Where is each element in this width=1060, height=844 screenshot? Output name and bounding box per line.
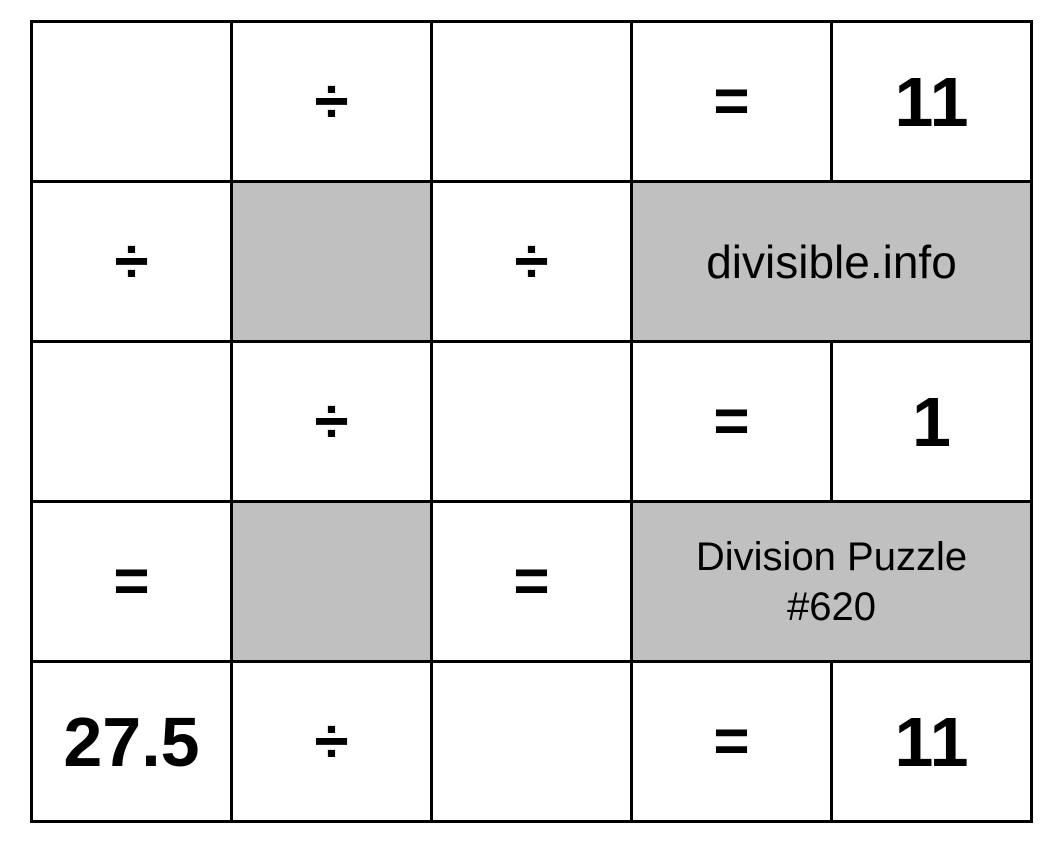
answer-cell[interactable] [430,20,633,183]
equals-operator: = [430,500,633,663]
divide-operator: ÷ [230,340,433,503]
puzzle-title: Division Puzzle #620 [630,500,1033,663]
answer-cell[interactable] [430,660,633,823]
result-value: 1 [830,340,1033,503]
answer-cell[interactable] [30,20,233,183]
blocked-cell [230,500,433,663]
equals-operator: = [30,500,233,663]
given-value: 27.5 [30,660,233,823]
result-value: 11 [830,660,1033,823]
answer-cell[interactable] [30,340,233,503]
answer-cell[interactable] [430,340,633,503]
brand-label: divisible.info [630,180,1033,343]
equals-operator: = [630,660,833,823]
equals-operator: = [630,20,833,183]
divide-operator: ÷ [230,20,433,183]
divide-operator: ÷ [430,180,633,343]
divide-operator: ÷ [230,660,433,823]
blocked-cell [230,180,433,343]
puzzle-title-line1: Division Puzzle [695,534,968,579]
divide-operator: ÷ [30,180,233,343]
result-value: 11 [830,20,1033,183]
equals-operator: = [630,340,833,503]
puzzle-number: #620 [787,584,876,629]
